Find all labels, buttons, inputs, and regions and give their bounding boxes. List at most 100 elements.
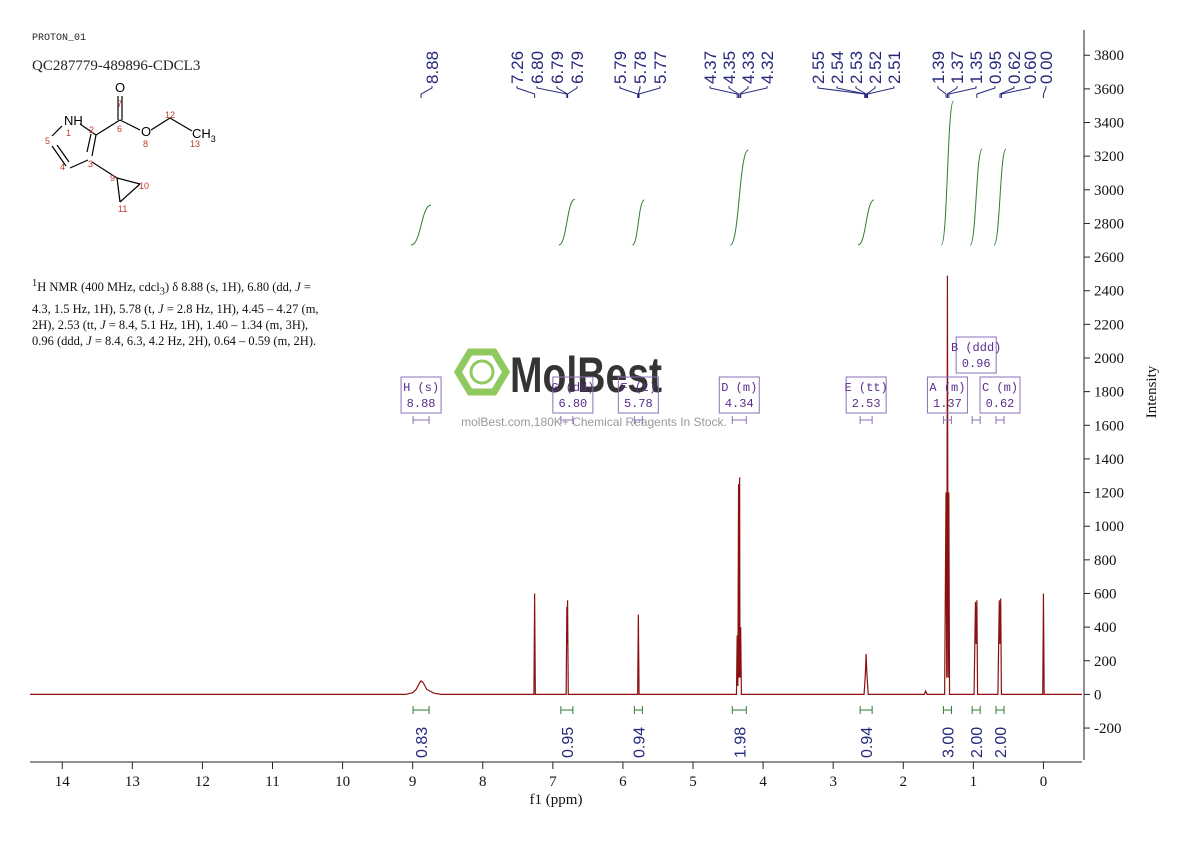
peak-connector: [948, 86, 977, 98]
y-tick-label: 1000: [1094, 519, 1124, 535]
peak-label: 5.78: [631, 51, 650, 84]
peak-connector: [739, 86, 749, 98]
x-tick-label: 11: [265, 774, 279, 790]
peak-connector: [1042, 86, 1047, 98]
integral-curve: [631, 199, 645, 246]
peak-connector: [937, 86, 947, 98]
text: 1: [32, 278, 38, 289]
x-tick-label: 9: [409, 774, 417, 790]
text: = 2.8 Hz, 1H), 4.45 – 4.27 (m, 2H), 2.53…: [32, 301, 319, 332]
y-tick-label: 600: [1094, 586, 1117, 602]
multiplet-name: C (m): [982, 381, 1018, 395]
watermark-slogan: molBest.com,180K+ Chemical Reagents In S…: [461, 415, 727, 429]
atom-number: 13: [190, 139, 200, 149]
peak-label: 0.00: [1037, 51, 1056, 84]
integral-bracket: [995, 706, 1005, 714]
multiplet-shift: 0.62: [986, 397, 1015, 411]
peak-label: 1.35: [967, 51, 986, 84]
y-tick-label: 3200: [1094, 149, 1124, 165]
peak-label: 0.60: [1021, 51, 1040, 84]
peak-label: 6.80: [528, 51, 547, 84]
text: = 8.4, 5.1 Hz, 1H), 1.40 – 1.34 (m, 3H),…: [32, 317, 309, 348]
atom-number: 5: [45, 136, 50, 146]
peak-label: 8.88: [423, 51, 442, 84]
multiplet-name: G (dd): [551, 381, 594, 395]
y-tick-label: 2600: [1094, 250, 1124, 266]
x-tick-label: 1: [970, 774, 978, 790]
y-tick-label: -200: [1094, 721, 1122, 737]
multiplet-name: H (s): [403, 381, 439, 395]
multiplet-shift: 8.88: [407, 397, 436, 411]
y-tick-label: 1400: [1094, 452, 1124, 468]
multiplet-name: A (m): [929, 381, 965, 395]
peak-connector: [855, 86, 867, 98]
integral-curve: [558, 198, 576, 246]
multiplet-box: [926, 376, 968, 414]
integral-curve: [993, 148, 1007, 246]
peak-label: 5.79: [611, 51, 630, 84]
x-tick-label: 7: [549, 774, 557, 790]
integral-curve: [969, 148, 983, 246]
watermark: MolBest molBest.com,180K+ Chemical Reage…: [453, 347, 727, 429]
atom-number: 1: [66, 128, 71, 138]
logo: [453, 348, 511, 396]
integral-bracket: [971, 706, 981, 714]
watermark-brand: MolBest: [510, 347, 662, 403]
integral-curve: [729, 149, 749, 246]
integral-bracket: [633, 706, 643, 714]
peak-label: 4.35: [720, 51, 739, 84]
multiplet-box: [845, 376, 887, 414]
multiplet-box: [617, 376, 659, 414]
experiment-name: PROTON_01: [32, 33, 86, 44]
multiplet-shift: 6.80: [558, 397, 587, 411]
peak-label: 1.39: [929, 51, 948, 84]
y-tick-label: 2800: [1094, 216, 1124, 232]
peak-connector: [728, 86, 740, 98]
atom-number: 8: [143, 139, 148, 149]
y-tick-label: 1600: [1094, 418, 1124, 434]
peak-label: 1.37: [948, 51, 967, 84]
peak-label: 6.79: [548, 51, 567, 84]
multiplet-shift: 1.37: [933, 397, 962, 411]
description: 1H NMR (400 MHz, cdcl3) δ 8.88 (s, 1H), …: [32, 276, 327, 349]
peak-label: 2.51: [885, 51, 904, 84]
integral-bracket: [942, 706, 952, 714]
peak-label: 4.33: [739, 51, 758, 84]
multiplet-range: [731, 416, 747, 424]
peak-label: 7.26: [508, 51, 527, 84]
text: J: [295, 280, 301, 295]
multiplet-name: F (t): [620, 381, 656, 395]
peak-connector: [516, 86, 536, 98]
atom-symbol: CH3: [192, 126, 216, 144]
multiplet-box: [979, 376, 1021, 414]
x-tick-label: 4: [759, 774, 767, 790]
peak-label: 2.55: [809, 51, 828, 84]
atom-number: 12: [165, 110, 175, 120]
atom-symbol: CH: [192, 126, 211, 141]
atom-symbol: O: [115, 80, 125, 95]
peak-label: 5.77: [651, 51, 670, 84]
y-tick-label: 2400: [1094, 284, 1124, 300]
peak-connector: [999, 86, 1015, 98]
peak-connector: [619, 86, 639, 98]
multiplet-shift: 0.96: [962, 357, 991, 371]
multiplet-range: [633, 416, 643, 424]
multiplet-range: [560, 416, 574, 424]
atom-number: 4: [60, 162, 65, 172]
atom-number: 2: [89, 125, 94, 135]
multiplet-name: B (ddd): [951, 341, 1001, 355]
x-tick-label: 0: [1040, 774, 1048, 790]
atom-subscript: 3: [211, 134, 216, 144]
multiplet-range: [859, 416, 873, 424]
y-tick-label: 1200: [1094, 486, 1124, 502]
multiplet-name: E (tt): [845, 381, 888, 395]
x-tick-label: 10: [335, 774, 350, 790]
peak-connector: [567, 86, 578, 98]
peak-connector: [976, 86, 996, 98]
multiplet-box: [718, 376, 760, 414]
integral-label: 0.94: [859, 727, 876, 758]
peak-connector: [637, 86, 641, 98]
multiplet-range: [412, 416, 430, 424]
